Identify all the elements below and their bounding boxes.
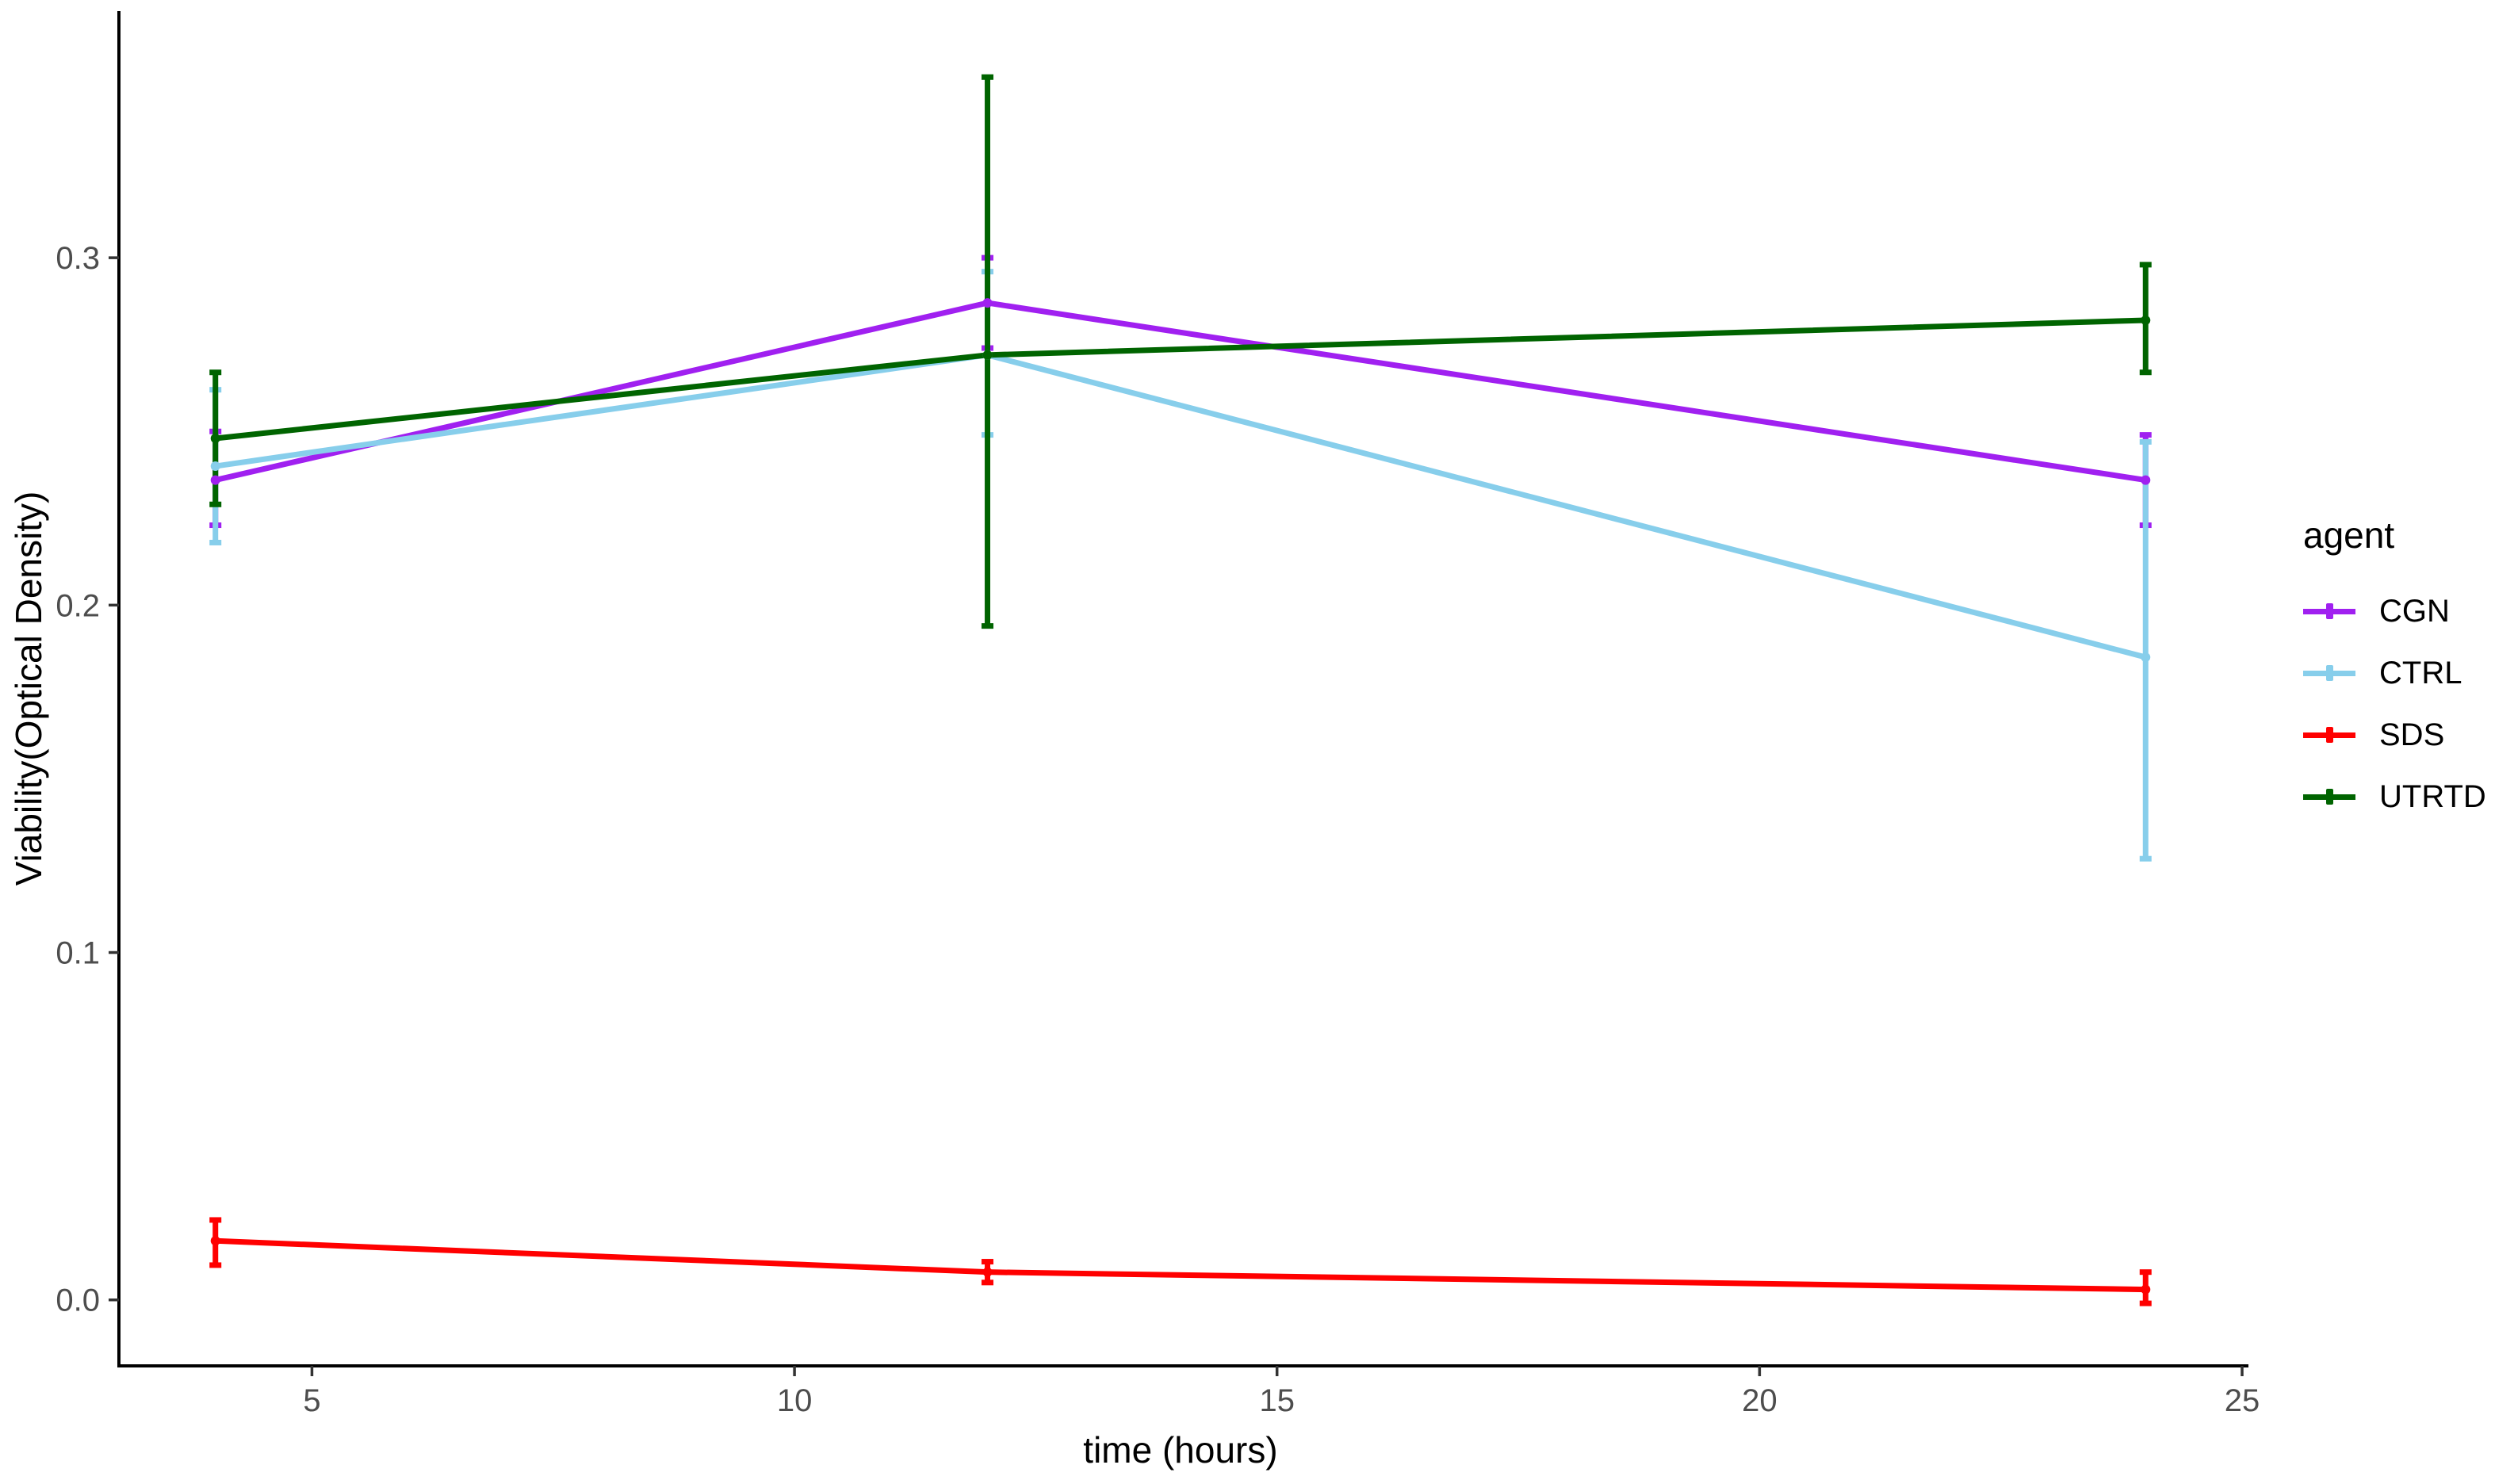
data-point-ctrl [210,461,220,472]
data-point-sds [982,1267,993,1277]
legend-label: CGN [2379,594,2450,629]
legend-key-point [2325,603,2333,619]
data-point-cgn [2141,475,2151,485]
y-tick-label: 0.1 [55,936,100,971]
x-tick-label: 5 [303,1383,320,1418]
legend-label: UTRTD [2379,779,2486,814]
data-point-utrtd [982,350,993,360]
x-tick-label: 20 [1742,1383,1777,1418]
data-point-cgn [210,475,220,485]
x-axis-title: time (hours) [1083,1429,1277,1471]
legend-key-icon [2303,719,2355,751]
x-tick-label: 15 [1259,1383,1295,1418]
legend-item-sds: SDS [2303,704,2486,766]
legend-label: SDS [2379,717,2445,752]
legend-label: CTRL [2379,656,2462,690]
data-point-sds [2141,1284,2151,1295]
legend-key-icon [2303,595,2355,627]
legend-key-point [2325,665,2333,681]
legend-item-cgn: CGN [2303,580,2486,642]
legend-title: agent [2303,514,2395,556]
series-line-sds [215,1237,2146,1293]
legend-item-utrtd: UTRTD [2303,766,2486,828]
data-point-utrtd [210,433,220,443]
y-tick-label: 0.2 [55,588,100,623]
legend-key-point [2325,727,2333,743]
legend-key-icon [2303,781,2355,813]
legend-key-icon [2303,657,2355,689]
data-point-ctrl [2141,652,2151,663]
series-line-ctrl [215,352,2147,660]
data-point-utrtd [2141,316,2151,326]
y-axis-title: Viability(Optical Density) [8,491,49,886]
data-point-sds [210,1236,220,1246]
legend: agent CGN CTRL SDS [2303,517,2486,828]
x-tick-label: 10 [777,1383,813,1418]
series-line-utrtd [215,317,2146,442]
legend-item-ctrl: CTRL [2303,642,2486,704]
x-tick-label: 25 [2225,1383,2260,1418]
y-tick-label: 0.0 [55,1283,100,1318]
legend-key-point [2325,789,2333,805]
data-point-cgn [982,298,993,308]
y-tick-label: 0.3 [55,241,100,276]
